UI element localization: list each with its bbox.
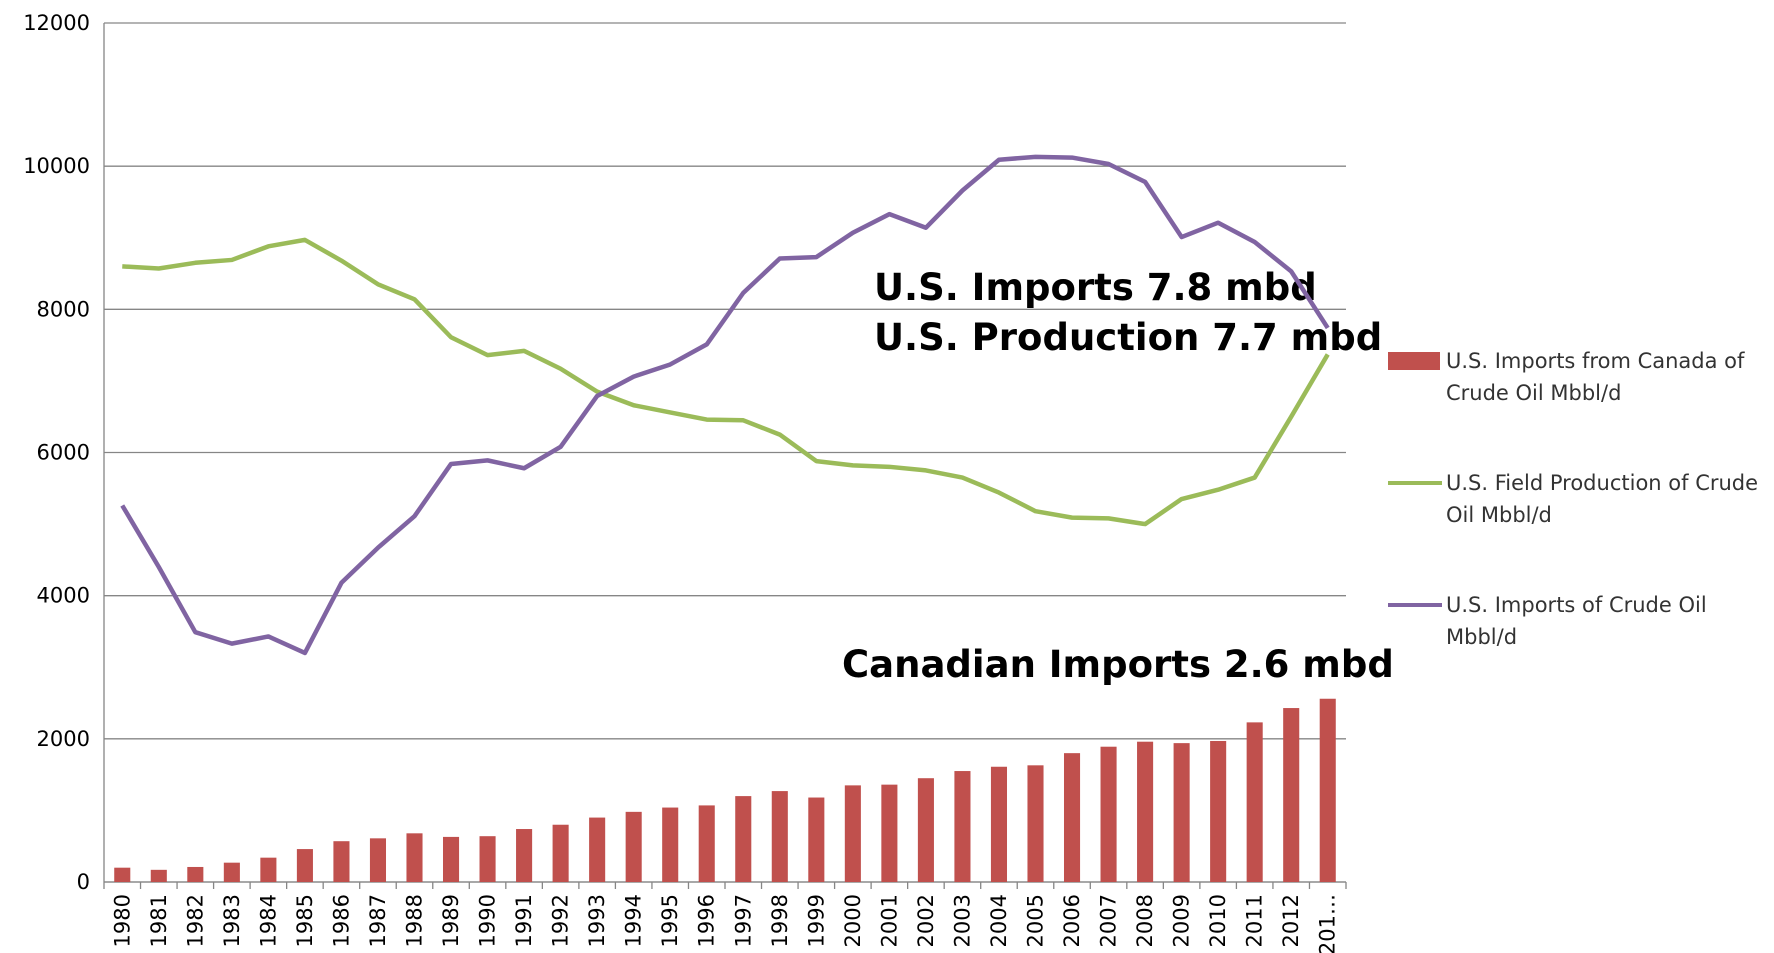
x-tick-label: 1984: [256, 894, 280, 947]
bar: [625, 811, 642, 882]
bar: [260, 857, 277, 882]
x-tick-label: 1987: [366, 894, 390, 947]
x-tick-label: 2012: [1279, 894, 1303, 947]
x-tick-label: 1994: [622, 894, 646, 947]
annotation: U.S. Imports 7.8 mbd: [874, 266, 1317, 309]
x-tick-label: 1992: [549, 894, 573, 947]
x-tick-label: 2001: [877, 894, 901, 947]
x-tick-label: 2003: [950, 894, 974, 947]
bar: [114, 867, 131, 882]
legend: U.S. Imports from Canada of Crude Oil Mb…: [1388, 345, 1768, 711]
legend-label: U.S. Field Production of Crude Oil Mbbl/…: [1446, 471, 1759, 527]
x-tick-label: 2008: [1133, 894, 1157, 947]
legend-item: U.S. Imports of Crude Oil Mbbl/d: [1388, 589, 1768, 711]
y-tick-label: 12000: [23, 11, 90, 35]
bar: [1246, 722, 1263, 882]
x-tick-label: 1985: [293, 894, 317, 947]
x-tick-label: 2002: [914, 894, 938, 947]
bar: [406, 833, 423, 882]
x-tick-label: 2006: [1060, 894, 1084, 947]
bar: [1027, 765, 1044, 882]
y-tick-label: 10000: [23, 154, 90, 178]
x-tick-label: 1997: [731, 894, 755, 947]
bar: [771, 791, 788, 882]
legend-swatch: [1388, 481, 1442, 485]
bar: [442, 836, 460, 882]
legend-swatch: [1388, 352, 1440, 370]
bar: [589, 817, 606, 882]
bar: [1210, 740, 1227, 882]
bar: [1100, 746, 1117, 882]
x-tick-label: 1980: [110, 894, 134, 947]
annotation: U.S. Production 7.7 mbd: [874, 316, 1382, 359]
legend-swatch: [1388, 603, 1442, 607]
x-tick-label: 1996: [695, 894, 719, 947]
x-tick-label: 201…: [1316, 894, 1340, 953]
legend-item: U.S. Imports from Canada of Crude Oil Mb…: [1388, 345, 1768, 467]
plot: 0 2000 4000 6000 8000 10000 12000 1980 1981 1982 1…: [23, 11, 1347, 953]
bar: [1319, 698, 1336, 882]
x-tick-label: 1989: [439, 894, 463, 947]
bar: [223, 862, 240, 882]
bar: [662, 807, 679, 882]
x-tick-label: 1999: [804, 894, 828, 947]
y-tick-label: 0: [77, 870, 90, 894]
y-tick-label: 8000: [37, 297, 90, 321]
line: [122, 237, 1330, 527]
y-tick-label: 4000: [37, 584, 90, 608]
bar: [808, 797, 825, 882]
x-tick-label: 1988: [403, 894, 427, 947]
x-tick-label: 1993: [585, 894, 609, 947]
y-tick-label: 6000: [37, 441, 90, 465]
bar: [1137, 741, 1154, 882]
x-tick-label: 1990: [476, 894, 500, 947]
bar: [917, 778, 934, 882]
bar: [735, 796, 752, 882]
bar: [552, 824, 569, 882]
bar: [881, 784, 898, 882]
bar: [369, 838, 387, 882]
x-tick-label: 2010: [1206, 894, 1230, 947]
x-tick-label: 2005: [1024, 894, 1048, 947]
bar: [844, 785, 861, 882]
legend-item: U.S. Field Production of Crude Oil Mbbl/…: [1388, 467, 1768, 589]
bar: [333, 841, 350, 882]
x-tick-label: 1986: [329, 894, 353, 947]
x-tick-label: 2007: [1097, 894, 1121, 947]
bar: [698, 805, 715, 882]
y-tick-label: 2000: [37, 727, 90, 751]
bar: [1173, 743, 1190, 882]
legend-label: U.S. Imports from Canada of Crude Oil Mb…: [1446, 349, 1745, 405]
bar: [479, 836, 496, 882]
bar: [187, 866, 204, 882]
bar: [990, 766, 1008, 882]
line: [120, 154, 1330, 656]
x-tick-label: 1981: [147, 894, 171, 947]
x-tick-label: 2004: [987, 894, 1011, 947]
bar: [296, 849, 313, 882]
x-tick-label: 2011: [1243, 894, 1267, 947]
x-tick-label: 1995: [658, 894, 682, 947]
annotation: Canadian Imports 2.6 mbd: [842, 643, 1394, 686]
bar: [1283, 708, 1300, 882]
x-tick-label: 1998: [768, 894, 792, 947]
x-tick-label: 1991: [512, 894, 536, 947]
bar: [954, 771, 971, 882]
legend-label: U.S. Imports of Crude Oil Mbbl/d: [1446, 593, 1707, 649]
x-tick-label: 1983: [220, 894, 244, 947]
x-tick-label: 1982: [183, 894, 207, 947]
bar: [150, 869, 167, 882]
bar: [1063, 753, 1081, 882]
x-tick-label: 2000: [841, 894, 865, 947]
bar: [516, 829, 533, 882]
x-tick-label: 2009: [1170, 894, 1194, 947]
